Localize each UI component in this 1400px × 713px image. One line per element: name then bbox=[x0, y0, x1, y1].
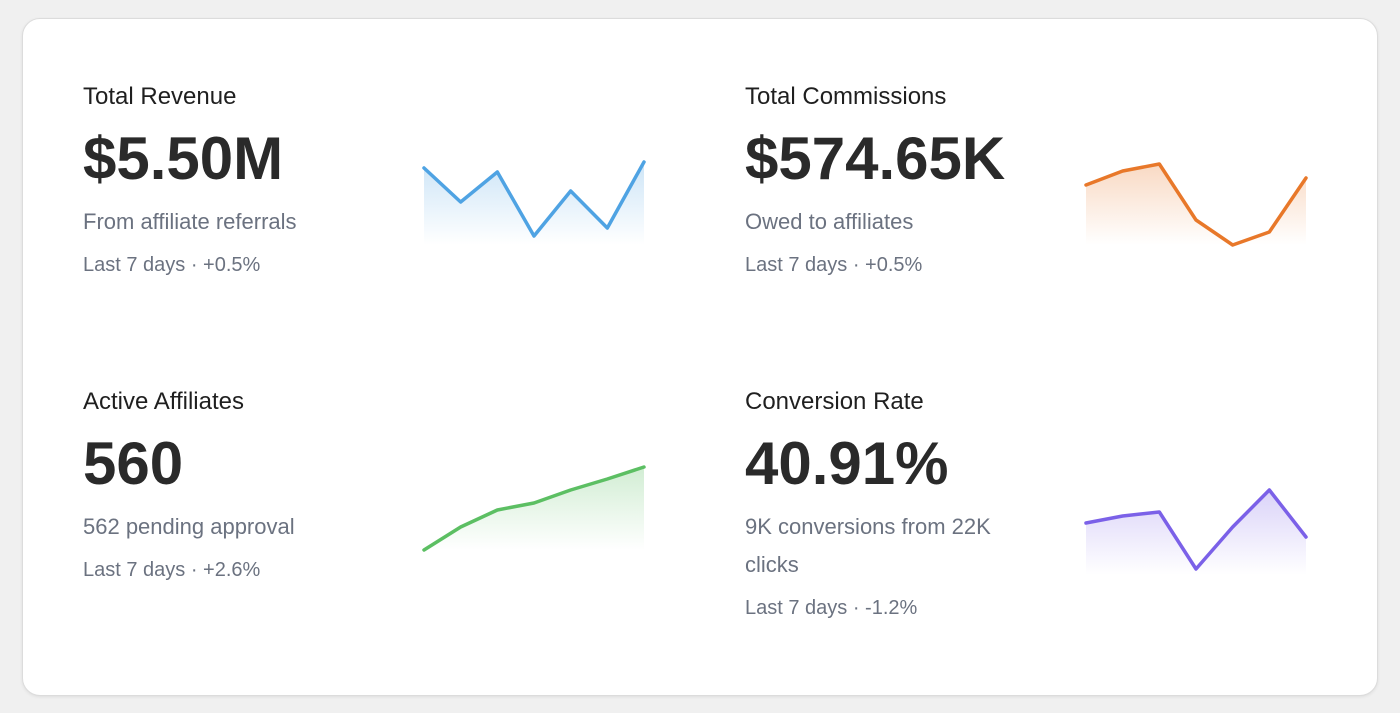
sparkline-affiliates bbox=[422, 465, 646, 552]
stat-subtitle: 9K conversions from 22K clicks bbox=[745, 514, 991, 577]
sparkline-line bbox=[1084, 488, 1308, 571]
stat-meta: Last 7 days · +0.5% bbox=[83, 254, 261, 276]
sparkline-area bbox=[424, 162, 644, 245]
stat-value: 560 bbox=[83, 430, 184, 497]
stat-total-commissions: Total Commissions $574.65K Owed to affil… bbox=[745, 83, 1045, 279]
sparkline-area bbox=[424, 467, 644, 550]
sparkline-revenue bbox=[422, 160, 646, 245]
stat-meta: Last 7 days · +0.5% bbox=[745, 254, 923, 276]
stat-conversion-rate: Conversion Rate 40.91% 9K conversions fr… bbox=[745, 388, 1045, 622]
stat-title: Active Affiliates bbox=[83, 388, 244, 415]
stats-card bbox=[22, 18, 1378, 696]
sparkline-line bbox=[422, 465, 646, 552]
stat-value: 40.91% bbox=[745, 430, 949, 497]
stat-value: $5.50M bbox=[83, 125, 284, 192]
sparkline-commissions bbox=[1084, 162, 1308, 247]
stat-title: Total Commissions bbox=[745, 83, 947, 110]
stat-title: Conversion Rate bbox=[745, 388, 924, 415]
stat-total-revenue: Total Revenue $5.50M From affiliate refe… bbox=[83, 83, 383, 279]
sparkline-line bbox=[1084, 162, 1308, 247]
sparkline-line bbox=[422, 160, 646, 238]
stat-value: $574.65K bbox=[745, 125, 1006, 192]
sparkline-area bbox=[1086, 164, 1306, 245]
sparkline-area bbox=[1086, 490, 1306, 575]
stat-subtitle: Owed to affiliates bbox=[745, 209, 914, 234]
stat-meta: Last 7 days · +2.6% bbox=[83, 559, 261, 581]
stat-title: Total Revenue bbox=[83, 83, 237, 110]
stat-active-affiliates: Active Affiliates 560 562 pending approv… bbox=[83, 388, 383, 584]
stat-subtitle: From affiliate referrals bbox=[83, 209, 297, 234]
sparkline-conversion bbox=[1084, 488, 1308, 575]
stat-meta: Last 7 days · -1.2% bbox=[745, 597, 918, 619]
stat-subtitle: 562 pending approval bbox=[83, 514, 295, 539]
